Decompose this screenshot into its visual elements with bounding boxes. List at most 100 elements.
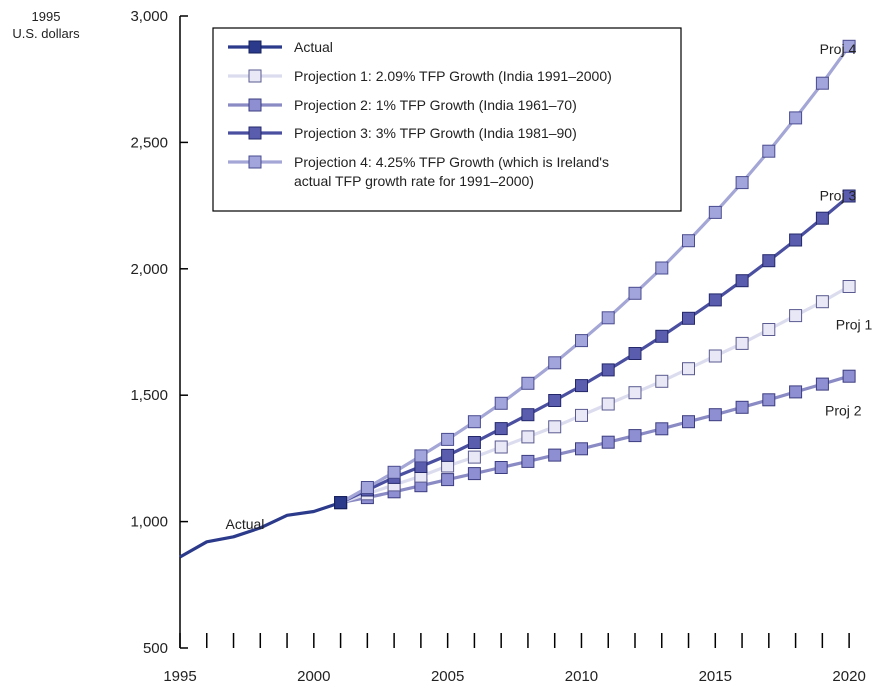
data-point xyxy=(682,234,695,248)
data-point xyxy=(521,430,535,444)
legend: Actual Projection 1: 2.09% TFP Growth (In… xyxy=(212,27,682,212)
data-point xyxy=(521,376,535,390)
data-point xyxy=(575,379,588,393)
data-point xyxy=(467,415,481,429)
y-axis-title: 1995 U.S. dollars xyxy=(12,9,80,41)
data-point xyxy=(494,461,508,474)
legend-label: Actual xyxy=(294,39,333,55)
legend-label: Projection 4: 4.25% TFP Growth (which is… xyxy=(294,154,609,170)
y-tick-label: 500 xyxy=(143,640,168,657)
data-point xyxy=(548,448,562,462)
series-annotation: Proj 3 xyxy=(820,187,857,203)
data-point xyxy=(789,111,803,125)
series-annotation: Proj 4 xyxy=(820,41,857,57)
y-tick-label: 1,000 xyxy=(130,514,168,531)
data-point xyxy=(815,377,829,391)
series-annotation: Proj 1 xyxy=(836,316,873,332)
series-projection-4 xyxy=(334,39,856,510)
y-tick-label: 3,000 xyxy=(130,8,168,25)
y-axis-title-line: U.S. dollars xyxy=(12,26,80,41)
data-point xyxy=(762,323,776,336)
data-point xyxy=(735,336,749,350)
data-point xyxy=(494,440,508,454)
y-tick-label: 1,500 xyxy=(130,387,168,404)
data-point xyxy=(360,481,374,494)
data-point xyxy=(655,422,669,436)
data-point xyxy=(467,450,481,464)
data-point xyxy=(494,422,508,436)
series-annotation: Proj 2 xyxy=(825,402,862,418)
legend-swatch-marker xyxy=(248,155,262,169)
legend-label: Projection 1: 2.09% TFP Growth (India 19… xyxy=(294,68,612,84)
data-point xyxy=(334,496,348,510)
data-point xyxy=(441,448,455,462)
x-tick-label: 1995 xyxy=(163,668,196,685)
data-point xyxy=(628,429,642,443)
x-tick-label: 2000 xyxy=(297,668,330,685)
data-point xyxy=(575,334,588,348)
data-point xyxy=(682,311,695,325)
x-tick-label: 2015 xyxy=(699,668,732,685)
series-group xyxy=(179,39,856,559)
data-point xyxy=(521,454,535,468)
data-point xyxy=(521,408,535,422)
series-actual xyxy=(179,496,348,559)
data-point xyxy=(575,442,588,456)
data-point xyxy=(708,293,722,307)
data-point xyxy=(842,39,856,53)
data-point xyxy=(735,274,749,288)
series-projection-2 xyxy=(334,369,856,510)
x-tick-label: 2010 xyxy=(565,668,598,685)
legend-swatch-marker xyxy=(248,69,262,83)
data-point xyxy=(815,211,829,225)
data-point xyxy=(682,362,695,376)
data-point xyxy=(815,76,829,90)
data-point xyxy=(441,473,455,487)
data-point xyxy=(815,295,829,309)
data-point xyxy=(387,465,401,479)
data-point xyxy=(682,415,695,429)
data-point xyxy=(467,436,481,449)
data-point xyxy=(601,363,615,377)
data-point xyxy=(548,394,562,407)
data-point xyxy=(762,393,776,407)
data-point xyxy=(842,280,856,293)
annotations: Actual Proj 4 Proj 3 Proj 1 Proj 2 xyxy=(226,41,873,532)
legend-label: actual TFP growth rate for 1991–2000) xyxy=(294,173,534,189)
data-point xyxy=(441,432,455,446)
data-point xyxy=(467,467,481,481)
data-point xyxy=(842,369,856,383)
data-point xyxy=(708,408,722,422)
data-point xyxy=(789,233,803,247)
data-point xyxy=(842,189,856,203)
data-point xyxy=(628,347,642,360)
y-axis-title-line: 1995 xyxy=(32,9,61,24)
data-point xyxy=(789,385,803,399)
legend-label: Projection 3: 3% TFP Growth (India 1981–… xyxy=(294,125,577,141)
data-point xyxy=(789,309,803,323)
data-point xyxy=(655,261,669,275)
x-tick-label: 2020 xyxy=(832,668,865,685)
legend-swatch-marker xyxy=(248,126,262,140)
legend-swatch-marker xyxy=(248,98,262,112)
legend-label: Projection 2: 1% TFP Growth (India 1961–… xyxy=(294,97,577,113)
legend-box xyxy=(212,27,682,212)
data-point xyxy=(735,176,749,190)
data-point xyxy=(655,374,669,388)
legend-swatch-marker xyxy=(248,40,262,54)
data-point xyxy=(762,144,776,158)
data-point xyxy=(735,400,749,414)
axes: 500 1,000 1,500 2,000 2,500 3,000 1995 2000 2005… xyxy=(130,8,865,685)
data-point xyxy=(762,254,776,268)
data-point xyxy=(628,286,642,300)
data-point xyxy=(655,329,669,343)
data-point xyxy=(575,408,588,422)
data-point xyxy=(548,356,562,370)
data-point xyxy=(601,397,615,411)
data-point xyxy=(548,420,562,434)
series-projection-1 xyxy=(334,280,856,510)
y-tick-label: 2,000 xyxy=(130,261,168,278)
data-point xyxy=(708,349,722,363)
x-tick-label: 2005 xyxy=(431,668,464,685)
